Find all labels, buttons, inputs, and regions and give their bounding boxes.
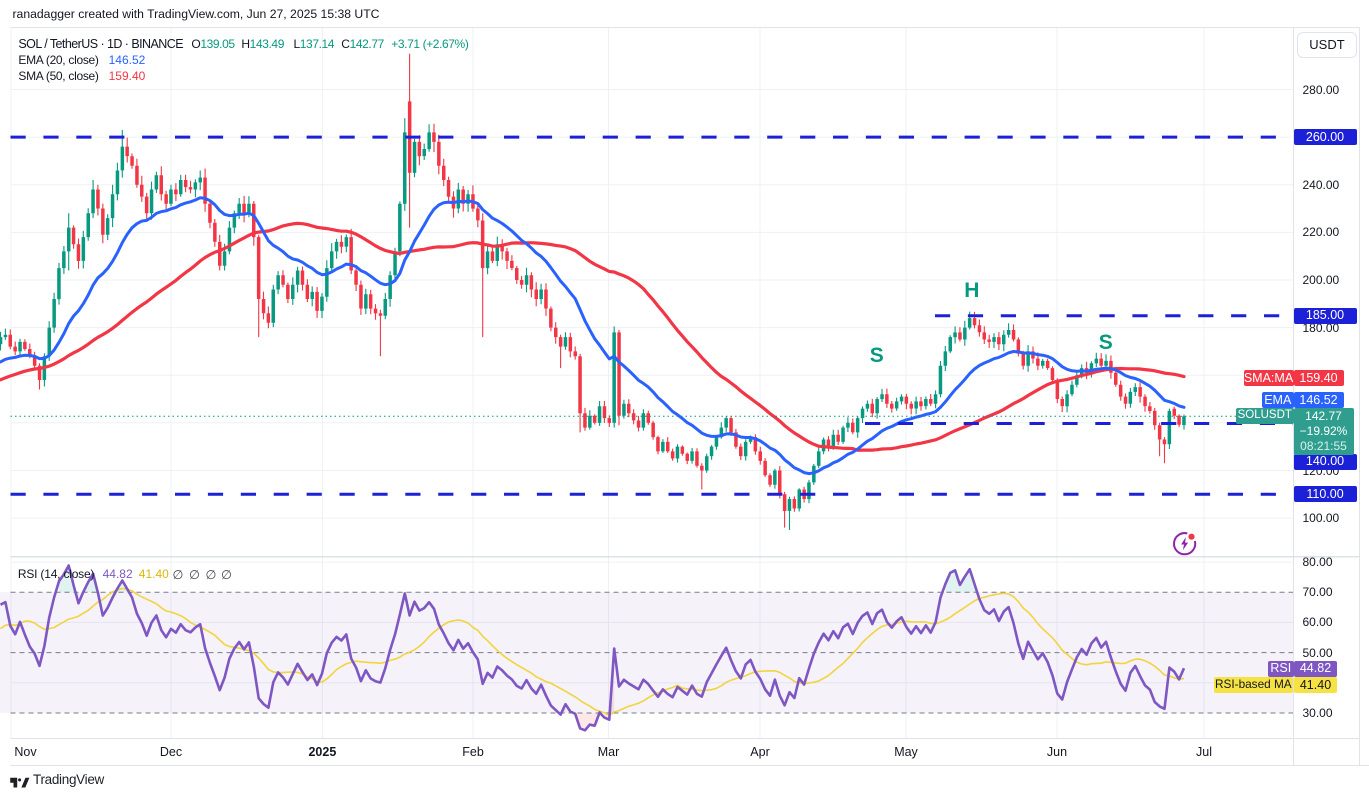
svg-text:S: S <box>870 344 884 367</box>
svg-text:H: H <box>964 279 979 302</box>
svg-text:S: S <box>1099 331 1113 354</box>
